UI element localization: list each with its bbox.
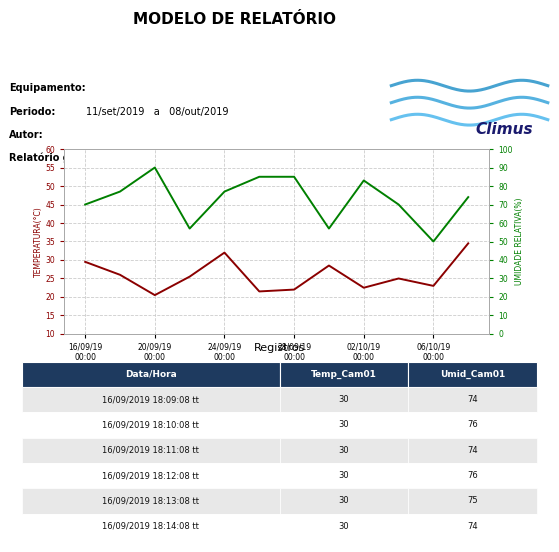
Text: 16/09/2019 18:09:08 tt: 16/09/2019 18:09:08 tt <box>102 395 200 404</box>
Text: Data/Hora: Data/Hora <box>125 370 177 379</box>
FancyBboxPatch shape <box>280 412 408 438</box>
Text: 75: 75 <box>467 496 478 506</box>
Text: Relatório gerado em:: Relatório gerado em: <box>9 153 126 163</box>
Text: 16/09/2019 18:10:08 tt: 16/09/2019 18:10:08 tt <box>102 421 200 429</box>
FancyBboxPatch shape <box>22 412 280 438</box>
FancyBboxPatch shape <box>22 438 280 463</box>
Text: Umid_Cam01: Umid_Cam01 <box>440 370 505 379</box>
FancyBboxPatch shape <box>408 438 537 463</box>
Text: 76: 76 <box>467 471 478 480</box>
Text: Temp_Cam01: Temp_Cam01 <box>311 370 377 379</box>
Text: Equipamento:: Equipamento: <box>9 83 86 93</box>
FancyBboxPatch shape <box>22 513 280 539</box>
Text: Registros: Registros <box>254 343 305 353</box>
Text: 74: 74 <box>467 445 478 455</box>
Text: 30: 30 <box>338 496 349 506</box>
FancyBboxPatch shape <box>22 463 280 488</box>
FancyBboxPatch shape <box>280 463 408 488</box>
FancyBboxPatch shape <box>408 513 537 539</box>
FancyBboxPatch shape <box>22 488 280 513</box>
Text: 74: 74 <box>467 395 478 404</box>
FancyBboxPatch shape <box>22 387 280 412</box>
Text: Autor:: Autor: <box>9 130 44 140</box>
Text: 76: 76 <box>467 421 478 429</box>
Text: 30: 30 <box>338 445 349 455</box>
X-axis label: TEMPO: TEMPO <box>259 365 294 375</box>
Text: 30: 30 <box>338 395 349 404</box>
Text: 16/09/2019 18:11:08 tt: 16/09/2019 18:11:08 tt <box>102 445 200 455</box>
Text: 16/09/2019 18:13:08 tt: 16/09/2019 18:13:08 tt <box>102 496 200 506</box>
Y-axis label: TEMPERATURA(°C): TEMPERATURA(°C) <box>34 206 42 277</box>
FancyBboxPatch shape <box>280 387 408 412</box>
FancyBboxPatch shape <box>280 513 408 539</box>
FancyBboxPatch shape <box>408 488 537 513</box>
FancyBboxPatch shape <box>408 362 537 387</box>
FancyBboxPatch shape <box>408 412 537 438</box>
Text: 16/09/2019 18:12:08 tt: 16/09/2019 18:12:08 tt <box>102 471 200 480</box>
FancyBboxPatch shape <box>280 438 408 463</box>
Text: 16/09/2019 18:14:08 tt: 16/09/2019 18:14:08 tt <box>102 522 200 530</box>
Text: Periodo:: Periodo: <box>9 107 55 116</box>
Text: 30: 30 <box>338 471 349 480</box>
Y-axis label: UMIDADE RELATIVA(%): UMIDADE RELATIVA(%) <box>515 198 524 285</box>
FancyBboxPatch shape <box>22 362 280 387</box>
FancyBboxPatch shape <box>280 362 408 387</box>
Text: Climus: Climus <box>475 123 533 137</box>
Text: 30: 30 <box>338 421 349 429</box>
Text: MODELO DE RELATÓRIO: MODELO DE RELATÓRIO <box>133 12 337 26</box>
Text: 11/set/2019   a   08/out/2019: 11/set/2019 a 08/out/2019 <box>86 107 228 116</box>
FancyBboxPatch shape <box>280 488 408 513</box>
Text: 74: 74 <box>467 522 478 530</box>
Text: 30: 30 <box>338 522 349 530</box>
FancyBboxPatch shape <box>408 387 537 412</box>
FancyBboxPatch shape <box>408 463 537 488</box>
Text: 08/out/2019 16:57: 08/out/2019 16:57 <box>86 153 176 163</box>
